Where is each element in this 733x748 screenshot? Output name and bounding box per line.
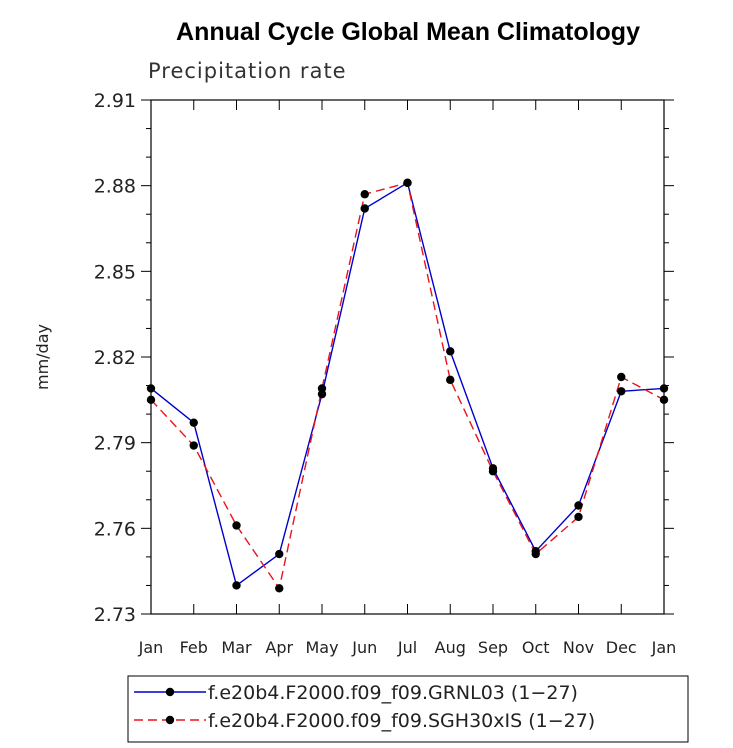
legend-marker-1 [165, 687, 175, 697]
series-2-point [617, 372, 626, 382]
series-1-point [146, 384, 156, 393]
series-2-point [446, 375, 455, 385]
y-tick-label: 2.79 [94, 433, 136, 455]
series-2-point [317, 384, 327, 393]
series-2-point [531, 549, 540, 559]
x-tick-label: Oct [522, 638, 550, 657]
series-1-point [360, 204, 369, 213]
x-tick-label: May [305, 638, 338, 657]
y-axis-label: mm/day [33, 324, 52, 390]
y-tick-label: 2.73 [94, 604, 136, 626]
x-tick-label: Jun [351, 638, 377, 657]
x-tick-label: Sep [478, 638, 508, 657]
y-tick-label: 2.82 [94, 347, 136, 369]
x-tick-label: Dec [606, 638, 637, 657]
series-2-point [403, 178, 412, 188]
x-tick-label: Jan [651, 638, 677, 657]
x-tick-label: Jul [397, 638, 417, 657]
series-1-point [659, 384, 669, 393]
axis-ticks: 2.73 2.76 2.79 2.82 2.85 2.88 2.91 Jan Feb Mar Apr… [94, 90, 677, 657]
series-2-point [275, 584, 284, 593]
series-2-point [146, 395, 156, 405]
y-tick-label: 2.91 [94, 90, 136, 112]
series-1-point [189, 418, 198, 427]
legend: f.e20b4.F2000.f09_f09.GRNL03 (1−27) f.e20… [134, 682, 595, 732]
y-tick-label: 2.88 [94, 176, 136, 198]
x-tick-label: Aug [435, 638, 466, 657]
y-tick-label: 2.85 [94, 261, 136, 283]
series-line-1 [150, 181, 665, 587]
series-2-point [574, 512, 583, 522]
series-layer [146, 178, 669, 593]
series-2-point [360, 190, 369, 199]
series-2-point [189, 441, 198, 450]
series-line-2 [150, 181, 665, 591]
series-1-point [232, 581, 241, 590]
legend-box [127, 675, 689, 743]
x-tick-label: Jan [138, 638, 164, 657]
series-1-point [617, 387, 626, 396]
series-2-point [488, 467, 498, 476]
series-2-point [659, 395, 669, 405]
y-tick-label: 2.76 [94, 518, 136, 540]
x-tick-label: Mar [221, 638, 252, 657]
series-2-point [232, 521, 241, 530]
chart-title: Annual Cycle Global Mean Climatology [176, 18, 640, 46]
series-1-point [574, 501, 583, 510]
chart-subtitle: Precipitation rate [148, 59, 347, 83]
series-1-point [275, 549, 284, 559]
x-tick-label: Feb [180, 638, 208, 657]
x-tick-label: Apr [265, 638, 293, 657]
series-1-point [446, 347, 455, 356]
plot-frame [150, 99, 665, 615]
x-tick-label: Nov [563, 638, 594, 657]
legend-label-2: f.e20b4.F2000.f09_f09.SGH30xIS (1−27) [208, 710, 595, 732]
legend-label-1: f.e20b4.F2000.f09_f09.GRNL03 (1−27) [208, 682, 578, 704]
legend-marker-2 [165, 715, 175, 725]
